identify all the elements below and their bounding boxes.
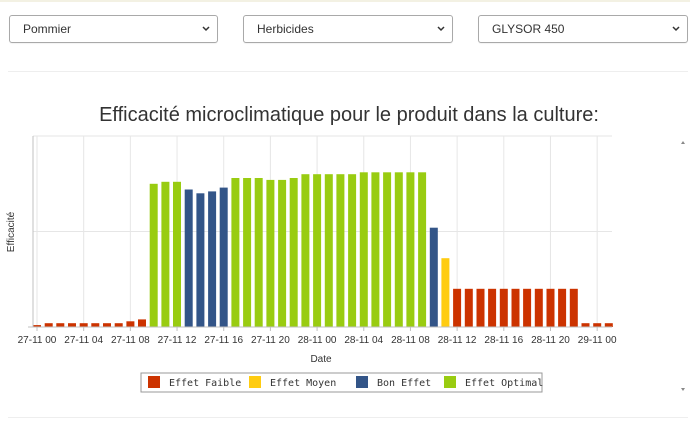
bar[interactable] (511, 288, 520, 327)
bar[interactable] (406, 172, 415, 327)
x-tick-label: 28-11 00 (298, 335, 337, 346)
legend-swatch (249, 376, 261, 388)
top-border (0, 0, 690, 2)
x-tick-label: 27-11 20 (251, 335, 290, 346)
bar[interactable] (394, 172, 403, 327)
bar[interactable] (301, 174, 310, 327)
bar[interactable] (429, 227, 438, 327)
x-tick-label: 27-11 16 (204, 335, 243, 346)
category-select[interactable]: Herbicides (243, 15, 453, 43)
bar[interactable] (173, 181, 181, 327)
legend-label[interactable]: Effet Optimal (465, 378, 543, 389)
x-tick-label: 28-11 16 (484, 335, 523, 346)
x-tick-label: 29-11 00 (578, 335, 617, 346)
x-axis-title: Date (310, 354, 332, 365)
bar[interactable] (231, 178, 240, 327)
bar[interactable] (488, 288, 497, 327)
bar[interactable] (79, 323, 88, 327)
bar[interactable] (114, 323, 123, 327)
legend-label[interactable]: Bon Effet (377, 378, 431, 389)
bar[interactable] (336, 174, 345, 327)
product-select[interactable]: GLYSOR 450 (478, 15, 688, 43)
crop-select[interactable]: Pommier (9, 15, 218, 43)
chevron-down-icon (437, 26, 445, 32)
bar[interactable] (569, 288, 578, 327)
category-select-value: Herbicides (257, 22, 314, 36)
bar[interactable] (161, 181, 170, 327)
chart-legend: Effet Faible Effet Moyen Bon Effet Effet Op… (140, 372, 543, 393)
bar[interactable] (593, 323, 602, 327)
scroll-down-icon[interactable] (681, 388, 685, 391)
legend-swatch (148, 376, 160, 388)
x-tick-label: 28-11 08 (391, 335, 430, 346)
legend-swatch (444, 376, 456, 388)
x-tick-label: 28-11 04 (344, 335, 383, 346)
scroll-up-icon[interactable] (681, 141, 685, 144)
bar[interactable] (558, 288, 567, 327)
chevron-down-icon (202, 26, 210, 32)
legend-label[interactable]: Effet Faible (169, 378, 241, 389)
bar[interactable] (371, 172, 380, 327)
bar[interactable] (546, 288, 555, 327)
bar[interactable] (359, 172, 368, 327)
bar[interactable] (453, 288, 462, 327)
x-tick-label: 28-11 20 (531, 335, 570, 346)
bar[interactable] (534, 288, 543, 327)
chart-title: Efficacité microclimatique pour le produ… (99, 104, 599, 126)
x-tick-label: 27-11 00 (18, 335, 57, 346)
x-tick-label: 27-11 08 (111, 335, 150, 346)
legend-box (140, 372, 543, 393)
bar[interactable] (44, 323, 53, 327)
product-select-value: GLYSOR 450 (492, 22, 565, 36)
bar[interactable] (348, 174, 357, 327)
bar[interactable] (476, 288, 485, 327)
bar[interactable] (103, 323, 111, 327)
x-tick-label: 27-11 12 (158, 335, 197, 346)
bar[interactable] (581, 323, 590, 327)
bar[interactable] (138, 319, 146, 327)
bar[interactable] (208, 191, 217, 327)
bar[interactable] (499, 288, 508, 327)
chart-scrollbar[interactable] (678, 136, 688, 398)
bar[interactable] (68, 323, 76, 327)
bar[interactable] (33, 325, 41, 327)
bar[interactable] (149, 183, 158, 328)
bar[interactable] (441, 258, 450, 327)
bar[interactable] (418, 172, 427, 327)
bar[interactable] (126, 321, 135, 327)
x-tick-label: 28-11 12 (438, 335, 477, 346)
crop-select-value: Pommier (23, 22, 72, 36)
bar[interactable] (56, 323, 65, 327)
x-axis-ticks: 27-11 00 27-11 04 27-11 08 27-11 12 27-11 16… (18, 327, 617, 346)
bar[interactable] (266, 179, 275, 327)
y-axis-title: Efficacité (6, 211, 17, 252)
chart-axes (28, 136, 612, 328)
chevron-down-icon (672, 26, 680, 32)
legend-swatch (356, 376, 368, 388)
legend-label[interactable]: Effet Moyen (270, 378, 336, 389)
bar[interactable] (196, 193, 205, 327)
bar[interactable] (383, 172, 392, 327)
bar[interactable] (523, 288, 532, 327)
x-tick-label: 27-11 04 (64, 335, 103, 346)
bar[interactable] (243, 178, 252, 327)
bar[interactable] (91, 323, 100, 327)
bar[interactable] (313, 174, 322, 327)
bar[interactable] (324, 174, 333, 327)
bar[interactable] (278, 179, 287, 327)
bottom-divider (8, 417, 688, 418)
chart-bars (33, 172, 613, 328)
bar[interactable] (464, 288, 473, 327)
filters-divider (8, 71, 688, 72)
bar[interactable] (219, 187, 228, 327)
scrollbar-arrows (681, 141, 685, 391)
bar[interactable] (604, 323, 613, 327)
bar[interactable] (184, 189, 193, 328)
bar[interactable] (289, 178, 298, 327)
bar[interactable] (254, 178, 263, 327)
